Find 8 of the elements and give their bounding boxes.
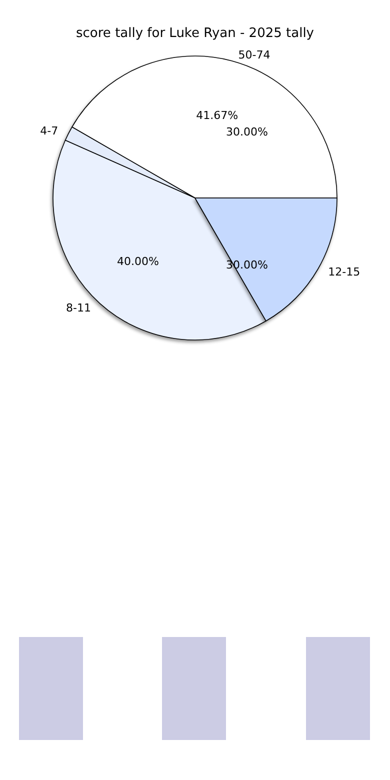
slice-label: 12-15 (328, 266, 360, 279)
text: 30.00% (226, 126, 268, 138)
chart-title: score tally for Luke Ryan - 2025 tally (76, 26, 314, 41)
data-label: 40.00% (117, 254, 159, 268)
slice-label: 50-74 (238, 48, 270, 62)
slice-label: 4-7 (40, 124, 58, 138)
data-label: 41.67% (196, 109, 238, 122)
slice-label: 8-11 (66, 301, 91, 314)
